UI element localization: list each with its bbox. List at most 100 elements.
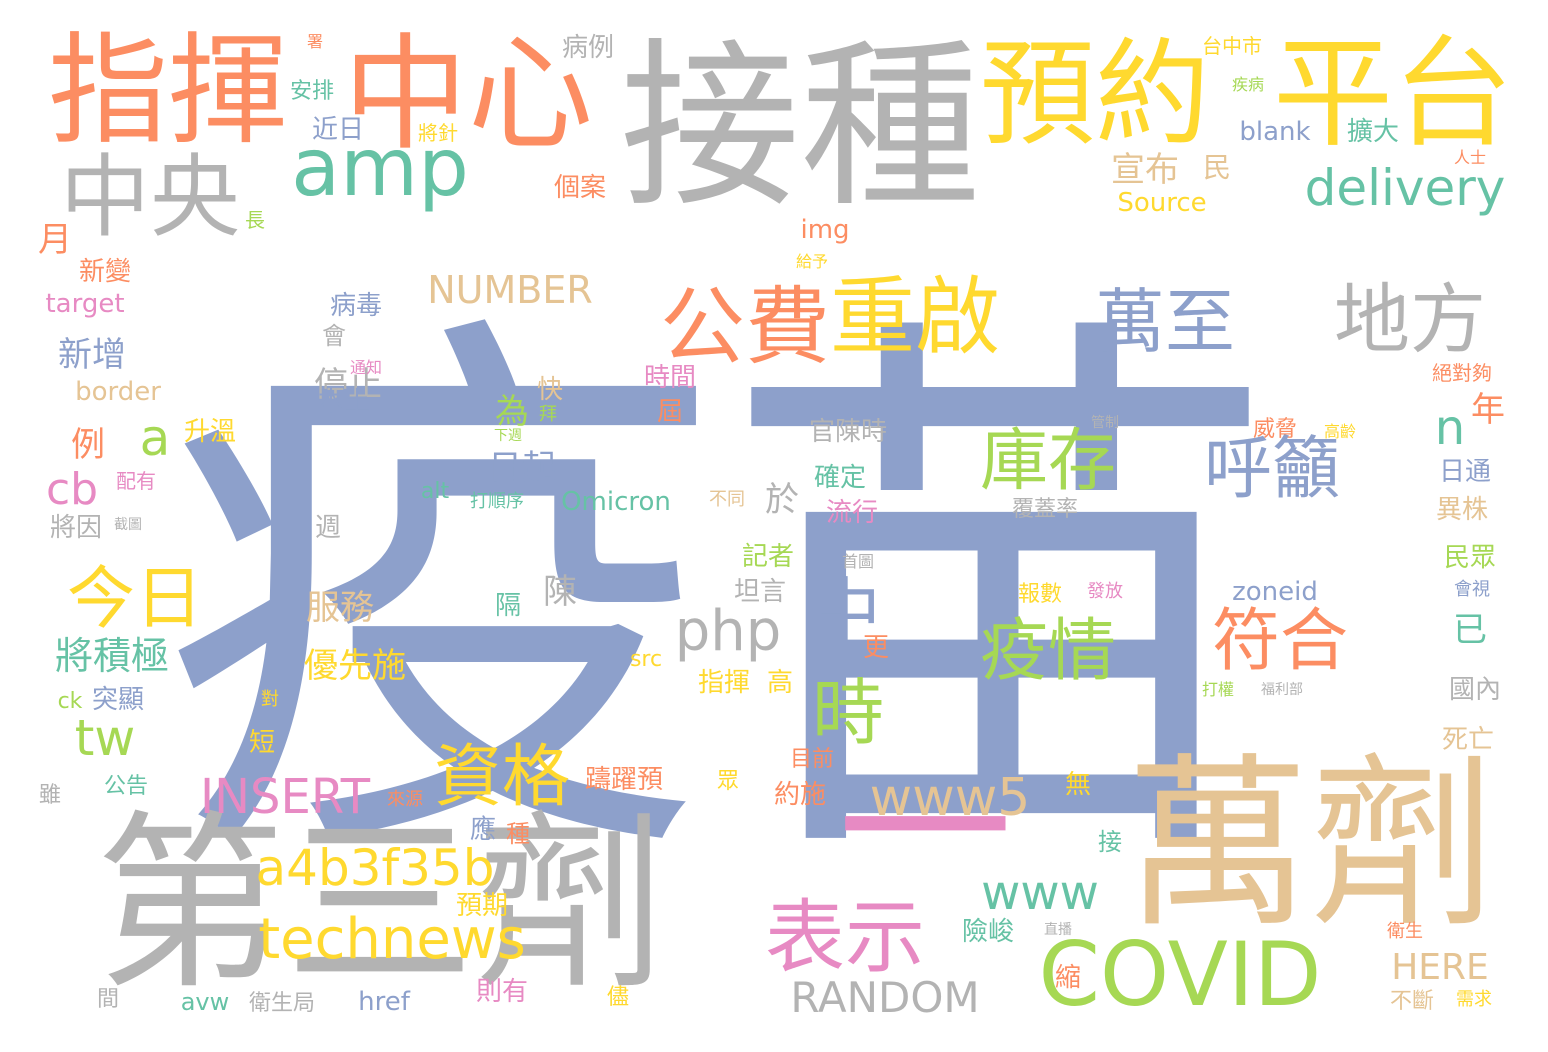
word: 來源 bbox=[387, 789, 423, 810]
word: target bbox=[45, 289, 125, 319]
word: 短 bbox=[248, 728, 276, 758]
word: php bbox=[674, 599, 782, 664]
word: 日起 bbox=[488, 448, 556, 488]
word: 發放 bbox=[1087, 581, 1123, 602]
word: cb bbox=[45, 464, 99, 515]
word: 下週 bbox=[494, 428, 522, 444]
word: 間 bbox=[96, 987, 120, 1012]
word: NUMBER bbox=[427, 268, 593, 312]
word: 升溫 bbox=[183, 417, 237, 447]
word: 服務 bbox=[306, 588, 374, 628]
word: 應 bbox=[469, 815, 497, 845]
word: 時 bbox=[811, 671, 885, 755]
word: 病例 bbox=[561, 33, 615, 63]
word: 病毒 bbox=[329, 291, 383, 321]
word: 眾 bbox=[716, 769, 740, 794]
word: 年 bbox=[1471, 390, 1505, 430]
word: 陳 bbox=[543, 572, 577, 612]
word: 直播 bbox=[1044, 922, 1072, 938]
word: 民 bbox=[1202, 151, 1232, 184]
word: 配有 bbox=[116, 469, 156, 493]
word: 將積極 bbox=[54, 634, 170, 678]
word: 優先施 bbox=[304, 646, 406, 686]
word: 預約 bbox=[979, 27, 1211, 162]
word: 對 bbox=[261, 689, 279, 710]
word: amp bbox=[291, 121, 469, 214]
word: 指揮 bbox=[48, 22, 288, 161]
word: 擴大 bbox=[1346, 117, 1400, 147]
word: tw bbox=[74, 709, 136, 767]
word: 目前 bbox=[789, 747, 835, 772]
word: 近日 bbox=[311, 115, 365, 145]
word: 庫存 bbox=[979, 422, 1117, 501]
word: 屆 bbox=[656, 397, 684, 427]
word: 險峻 bbox=[961, 917, 1015, 947]
word: 突顯 bbox=[91, 685, 145, 715]
word: RANDOM bbox=[790, 973, 980, 1022]
word: 平台 bbox=[1273, 25, 1513, 164]
word: 已 bbox=[1453, 610, 1487, 650]
word: 官陳時 bbox=[808, 417, 888, 447]
word: 署 bbox=[306, 32, 324, 51]
word: 疫情 bbox=[979, 612, 1117, 691]
word: 將針 bbox=[418, 121, 458, 145]
word: 報數 bbox=[1017, 582, 1063, 607]
word: img bbox=[800, 215, 850, 245]
word: 台中市 bbox=[1202, 34, 1262, 58]
word: 安排 bbox=[289, 79, 335, 104]
word: 威脅 bbox=[1252, 417, 1298, 442]
word: 衛生局 bbox=[248, 991, 316, 1016]
word: 給予 bbox=[795, 252, 829, 271]
word: 異株 bbox=[1435, 495, 1489, 525]
word: 則有 bbox=[475, 977, 529, 1007]
word: href bbox=[358, 987, 410, 1017]
word: 接種 bbox=[619, 23, 981, 232]
word: 接 bbox=[1098, 828, 1122, 856]
word: 公費 bbox=[659, 278, 831, 378]
word: 記者 bbox=[741, 542, 795, 572]
word: 符合 bbox=[1211, 602, 1349, 681]
word: 隔 bbox=[494, 591, 522, 621]
word: Omicron bbox=[561, 487, 671, 517]
word: 民眾 bbox=[1443, 543, 1497, 573]
word: 打權 bbox=[1201, 680, 1235, 699]
word: 例 bbox=[71, 425, 105, 465]
word: 通知 bbox=[349, 358, 383, 377]
word: ck bbox=[57, 689, 83, 714]
word: www bbox=[981, 865, 1099, 921]
word: 中央 bbox=[60, 145, 240, 250]
word: alt bbox=[420, 479, 450, 504]
word: 躊躍預 bbox=[584, 765, 664, 795]
word: 更 bbox=[862, 633, 890, 663]
word: 疾病 bbox=[1231, 75, 1265, 94]
word: 新增 bbox=[58, 335, 126, 375]
word: 表示 bbox=[765, 891, 925, 984]
word: 縮 bbox=[1054, 963, 1082, 993]
word: 於 bbox=[765, 480, 799, 520]
word: 預期 bbox=[455, 891, 509, 921]
word: 死亡 bbox=[1441, 725, 1495, 755]
word: 資格 bbox=[433, 738, 571, 817]
word: 月 bbox=[38, 220, 72, 260]
word: 約施 bbox=[773, 780, 827, 810]
word: 打順序 bbox=[470, 491, 524, 512]
word: 人士 bbox=[1453, 148, 1487, 167]
word: 種 bbox=[506, 820, 530, 848]
word: 會 bbox=[322, 322, 346, 350]
word: delivery bbox=[1304, 159, 1506, 217]
word: 首圖 bbox=[841, 552, 875, 571]
word: 儘 bbox=[606, 985, 630, 1010]
word: 衛生 bbox=[1387, 921, 1423, 942]
word: 高 bbox=[766, 668, 794, 698]
word: 截圖 bbox=[114, 517, 142, 533]
word: 第三劑 bbox=[94, 794, 666, 1015]
word: 新變 bbox=[78, 257, 132, 287]
word: 中 bbox=[808, 570, 882, 654]
word: technews bbox=[258, 907, 526, 972]
word: 疫苗 bbox=[160, 274, 1280, 926]
word: 不斷 bbox=[1389, 989, 1435, 1014]
word: INSERT bbox=[199, 769, 371, 825]
word: 公告 bbox=[103, 774, 149, 799]
word: 宣布 bbox=[1111, 150, 1179, 190]
word: avw bbox=[180, 988, 230, 1016]
